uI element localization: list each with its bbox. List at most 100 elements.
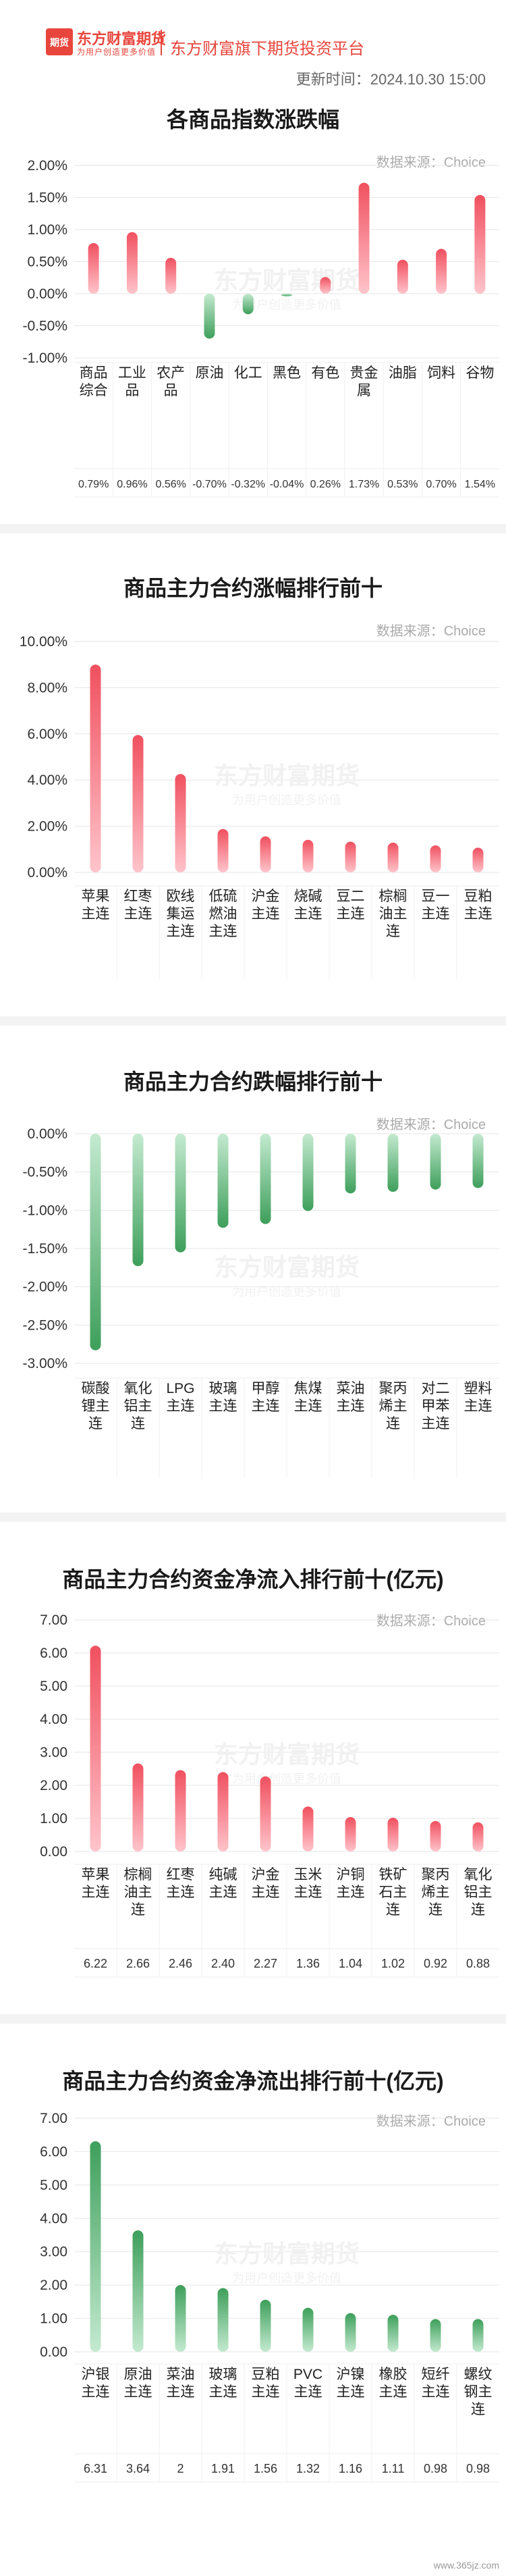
category-label: 主连: [337, 906, 365, 922]
category-label: 连: [386, 1902, 400, 1918]
bar: [387, 1818, 399, 1851]
net-outflow-chart: 7.00 6.00 5.00 4.00 3.00 2.00 1.00 0.00 东方财富期货为用…: [40, 2111, 499, 2483]
category-label: 玉米: [294, 1867, 322, 1883]
bar: [430, 1134, 441, 1190]
category-label: 油主: [379, 906, 407, 922]
category-label: 玻璃: [209, 2367, 237, 2382]
bar: [217, 829, 229, 872]
category-label: 主连: [379, 2384, 407, 2400]
y-tick-label: 1.50%: [27, 190, 67, 206]
data-source: 数据来源：Choice: [376, 1614, 486, 1629]
category-label: 钢主: [464, 2384, 493, 2400]
category-label: 红枣: [124, 889, 152, 904]
chart-title: 各商品指数涨跌幅: [166, 107, 339, 132]
category-label: 商品: [80, 365, 108, 381]
category-label: 焦煤: [294, 1381, 322, 1396]
y-tick-label: -2.50%: [22, 1317, 67, 1333]
y-tick-label: -1.50%: [22, 1241, 67, 1257]
bar: [126, 232, 138, 294]
value-label: 1.73%: [349, 479, 379, 490]
category-label: 沪金: [252, 889, 280, 904]
watermark-text: 东方财富期货: [214, 762, 360, 789]
watermark-slogan: 为用户创造更多价值: [232, 793, 341, 807]
category-label: 主连: [209, 1398, 237, 1414]
y-tick-label: -1.00%: [22, 350, 67, 366]
section-divider: [0, 524, 506, 533]
bar: [175, 1134, 186, 1253]
value-label: 0.56%: [155, 479, 186, 490]
category-label: 主连: [464, 1398, 493, 1414]
watermark-slogan: 为用户创造更多价值: [232, 2271, 341, 2285]
value-label: 1.36: [296, 1957, 320, 1970]
bar: [175, 1770, 186, 1851]
bar: [165, 257, 177, 294]
category-label: 沪铜: [337, 1867, 365, 1883]
value-label: 2.66: [126, 1957, 150, 1970]
category-label: 连: [131, 1902, 145, 1918]
value-label: -0.32%: [231, 479, 265, 490]
category-label: 主连: [82, 2384, 110, 2400]
y-tick-label: 7.00: [40, 1612, 67, 1628]
value-label: -0.70%: [192, 479, 227, 490]
category-label: 主连: [252, 2384, 280, 2400]
y-tick-label: 5.00: [40, 1679, 67, 1694]
category-label: 连: [386, 924, 400, 939]
y-tick-label: 0.00%: [27, 1126, 67, 1142]
value-label: 0.98: [466, 2462, 490, 2475]
y-tick-label: 3.00: [40, 1745, 67, 1760]
category-label: 连: [471, 2402, 485, 2417]
chart-title: 商品主力合约跌幅排行前十: [123, 1070, 383, 1094]
y-tick-label: 0.00: [40, 2344, 67, 2360]
category-label: 主连: [167, 1398, 195, 1414]
bar: [345, 2313, 356, 2352]
section-divider: [0, 1016, 506, 1026]
chart-section-index-change: 各商品指数涨跌幅 数据来源：Choice 2.00% 1.50% 1.00% 0.50…: [0, 95, 506, 517]
value-label: 0.98: [424, 2462, 447, 2475]
category-label: 综合: [80, 383, 108, 398]
bar: [472, 1134, 484, 1188]
value-label: -0.04%: [270, 479, 304, 490]
y-tick-label: 0.00%: [27, 865, 67, 880]
category-label: 低硫: [209, 889, 237, 904]
y-tick-label: 1.00: [40, 1811, 67, 1826]
bar: [132, 735, 144, 872]
bar: [217, 2288, 229, 2352]
bar: [217, 1134, 229, 1228]
category-label: 氧化: [124, 1381, 152, 1396]
chart-section-top-losers: 商品主力合约跌幅排行前十 数据来源：Choice 0.00% -0.50% -1.0…: [0, 1026, 506, 1505]
bar: [132, 1763, 144, 1851]
brand-logo-icon: 期货: [46, 28, 73, 55]
bar: [387, 2315, 399, 2352]
bar: [358, 182, 370, 294]
bar: [320, 277, 331, 294]
bar: [472, 2319, 484, 2352]
y-tick-label: -3.00%: [22, 1356, 67, 1371]
bar: [302, 1134, 314, 1211]
y-tick-label: 1.00: [40, 2311, 67, 2327]
category-label: 锂主: [82, 1398, 110, 1414]
category-label: 主连: [209, 924, 237, 939]
chart-section-outflow: 商品主力合约资金净流出排行前十(亿元) 数据来源：Choice 7.00 6.00…: [0, 2024, 506, 2571]
y-tick-label: 5.00: [40, 2178, 67, 2193]
category-label: 豆粕: [252, 2367, 280, 2382]
bar: [387, 1134, 399, 1192]
category-label: 甲苯: [422, 1398, 450, 1414]
category-label: 黑色: [273, 365, 301, 381]
bar: [345, 841, 356, 872]
category-label: 沪镍: [337, 2367, 365, 2382]
bar: [175, 2285, 186, 2352]
bar: [260, 2299, 271, 2352]
category-label: 原油: [124, 2367, 152, 2382]
bar: [387, 842, 399, 872]
category-label: 主连: [337, 2384, 365, 2400]
bar: [302, 2307, 314, 2352]
value-label: 1.56: [254, 2462, 277, 2475]
category-label: 主连: [124, 2384, 152, 2400]
y-tick-label: 2.00: [40, 2278, 67, 2293]
index-change-chart: 2.00% 1.50% 1.00% 0.50% 0.00% -0.50% -1.00% 东方财…: [22, 158, 499, 498]
value-label: 0.53%: [387, 479, 418, 490]
bar: [217, 1772, 229, 1851]
bar: [302, 1806, 314, 1851]
category-label: 谷物: [466, 365, 494, 381]
category-label: 欧线: [167, 889, 195, 904]
